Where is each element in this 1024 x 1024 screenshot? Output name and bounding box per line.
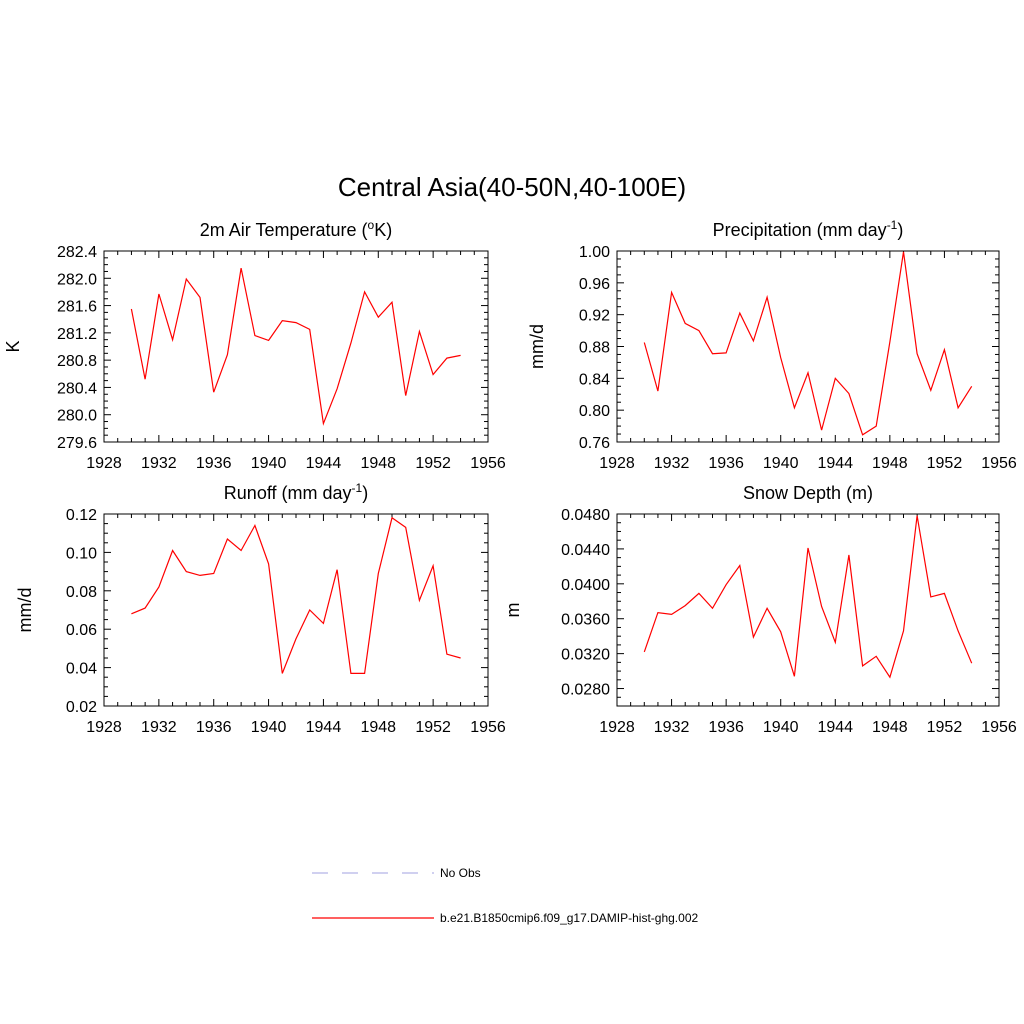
x-tick-label: 1944 (306, 455, 342, 472)
figure-title: Central Asia(40-50N,40-100E) (338, 172, 686, 202)
chart-panel-4: Snow Depth (m) 1928 1932 1936 1940 1944 1948 19… (503, 483, 1017, 736)
y-tick-label: 0.80 (579, 403, 610, 420)
y-tick-label: 0.88 (579, 340, 610, 357)
x-tick-label: 1928 (86, 455, 122, 472)
series-line (130, 267, 461, 426)
y-tick-label: 280.8 (57, 353, 97, 370)
x-tick-label: 1940 (251, 719, 287, 736)
y-tick-label: 0.92 (579, 308, 610, 325)
y-tick-label: 0.10 (66, 545, 97, 562)
y-axis-label: K (3, 340, 23, 352)
series-line (131, 516, 461, 675)
x-tick-label: 1936 (196, 719, 232, 736)
panels: 2m Air Temperature (oK) 1928 1932 1936 1940 1… (3, 218, 1017, 736)
panel-title: Runoff (mm day-1) (224, 481, 368, 503)
y-tick-label: 0.08 (66, 584, 97, 601)
panel-title: Precipitation (mm day-1) (713, 218, 904, 240)
y-tick-label: 281.6 (57, 299, 97, 316)
x-tick-label: 1956 (981, 719, 1017, 736)
y-tick-label: 0.0440 (561, 542, 610, 559)
x-tick-label: 1940 (763, 719, 799, 736)
panel-title: Snow Depth (m) (743, 483, 873, 503)
x-tick-label: 1932 (654, 455, 690, 472)
x-tick-label: 1956 (981, 455, 1017, 472)
plot-frame (103, 250, 489, 443)
x-tick-label: 1940 (251, 455, 287, 472)
x-tick-label: 1956 (470, 719, 506, 736)
x-tick-label: 1944 (306, 719, 342, 736)
y-tick-label: 0.0480 (561, 507, 610, 524)
y-tick-label: 0.0320 (561, 647, 610, 664)
y-axis-label: m (503, 603, 523, 618)
plot-frame (103, 513, 489, 707)
plot-frame (616, 250, 1000, 443)
y-tick-label: 281.2 (57, 326, 97, 343)
y-tick-label: 0.76 (579, 435, 610, 452)
legend-label: No Obs (440, 866, 481, 880)
x-tick-label: 1956 (470, 455, 506, 472)
y-tick-label: 0.96 (579, 276, 610, 293)
y-tick-label: 279.6 (57, 435, 97, 452)
x-tick-label: 1944 (817, 455, 853, 472)
x-tick-label: 1932 (141, 455, 177, 472)
x-tick-label: 1948 (360, 455, 396, 472)
x-tick-label: 1948 (872, 455, 908, 472)
y-tick-label: 0.84 (579, 371, 610, 388)
x-tick-label: 1932 (654, 719, 690, 736)
x-tick-label: 1936 (196, 455, 232, 472)
x-tick-label: 1932 (141, 719, 177, 736)
y-tick-label: 280.0 (57, 408, 97, 425)
y-tick-label: 0.0360 (561, 612, 610, 629)
y-tick-label: 0.12 (66, 507, 97, 524)
x-tick-label: 1952 (927, 719, 963, 736)
x-tick-label: 1928 (599, 719, 635, 736)
legend: No Obs b.e21.B1850cmip6.f09_g17.DAMIP-his… (312, 866, 698, 925)
y-tick-label: 280.4 (57, 380, 97, 397)
plot-frame (616, 513, 1000, 707)
x-tick-label: 1948 (360, 719, 396, 736)
x-tick-label: 1928 (86, 719, 122, 736)
chart-panel-1: 2m Air Temperature (oK) 1928 1932 1936 1940 1… (3, 218, 506, 472)
y-tick-label: 282.4 (57, 244, 97, 261)
x-tick-label: 1936 (708, 719, 744, 736)
y-tick-label: 0.0400 (561, 577, 610, 594)
y-tick-label: 282.0 (57, 271, 97, 288)
y-axis-label: mm/d (527, 324, 547, 369)
x-tick-label: 1936 (708, 455, 744, 472)
x-tick-label: 1940 (763, 455, 799, 472)
chart-panel-2: Precipitation (mm day-1) 1928 1932 1936 1940… (527, 218, 1017, 472)
x-tick-label: 1952 (415, 455, 451, 472)
legend-item: No Obs (312, 866, 481, 880)
series-line (643, 251, 973, 436)
y-tick-label: 1.00 (579, 244, 610, 261)
y-tick-label: 0.02 (66, 699, 97, 716)
series-line (643, 515, 973, 679)
x-tick-label: 1928 (599, 455, 635, 472)
x-tick-label: 1948 (872, 719, 908, 736)
legend-label: b.e21.B1850cmip6.f09_g17.DAMIP-hist-ghg.… (440, 911, 698, 925)
y-tick-label: 0.04 (66, 661, 97, 678)
legend-item: b.e21.B1850cmip6.f09_g17.DAMIP-hist-ghg.… (312, 911, 698, 925)
x-tick-label: 1952 (415, 719, 451, 736)
x-tick-label: 1952 (927, 455, 963, 472)
y-tick-label: 0.0280 (561, 682, 610, 699)
x-tick-label: 1944 (817, 719, 853, 736)
panel-title: 2m Air Temperature (oK) (200, 218, 392, 240)
chart-panel-3: Runoff (mm day-1) 1928 1932 1936 1940 1944 194… (15, 481, 506, 736)
y-tick-label: 0.06 (66, 622, 97, 639)
y-axis-label: mm/d (15, 588, 35, 633)
